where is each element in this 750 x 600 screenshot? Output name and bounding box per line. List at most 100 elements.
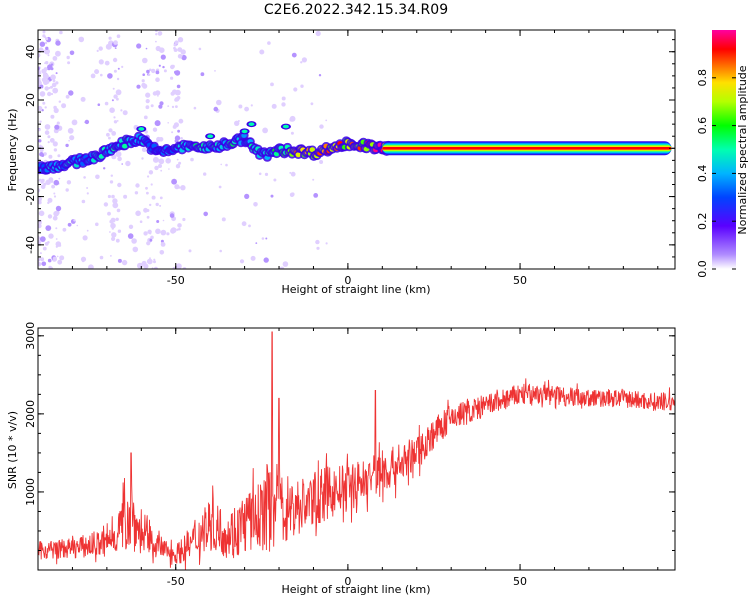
noise-speckle [290,131,294,135]
noise-speckle [47,197,53,203]
noise-speckle [137,262,143,269]
noise-speckle [53,195,57,198]
noise-speckle [159,196,163,200]
noise-speckle [282,261,289,267]
noise-speckle [198,47,202,51]
spectrogram-noise [38,30,328,269]
noise-speckle [325,242,328,245]
noise-speckle [66,55,70,60]
colorbar-ticks: 0.0 0.2 0.4 0.6 0.8 [696,69,736,278]
noise-speckle [103,167,106,170]
noise-speckle [150,104,154,108]
noise-speckle [310,102,314,106]
colorbar-tick-label: 0.0 [696,260,709,278]
noise-speckle [142,73,145,76]
ridge-branch-core [138,127,145,131]
noise-speckle [244,106,250,112]
noise-speckle [153,266,158,269]
noise-speckle [113,40,118,45]
noise-speckle [44,62,46,64]
ridge-branch-core [282,124,289,129]
noise-speckle [50,85,53,89]
noise-speckle [143,115,148,120]
noise-speckle [160,169,163,172]
noise-speckle [248,224,251,228]
noise-speckle [115,89,122,96]
y-tick-label: 20 [24,93,37,107]
noise-speckle [175,105,178,108]
snr-series-line [38,331,675,570]
noise-speckle [263,257,269,263]
noise-speckle [111,99,114,102]
noise-speckle [128,224,134,229]
noise-speckle [155,157,159,162]
noise-speckle [160,54,166,60]
noise-speckle [108,128,113,133]
steady-band [382,141,672,156]
noise-speckle [234,120,240,127]
noise-speckle [181,54,187,61]
noise-speckle [270,194,274,198]
noise-speckle [48,154,53,159]
noise-speckle [55,205,62,212]
noise-speckle [55,40,61,46]
noise-speckle [38,69,41,75]
noise-speckle [156,136,161,142]
noise-speckle [149,238,153,242]
noise-speckle [40,257,45,262]
noise-speckle [55,50,61,57]
noise-speckle [273,178,277,182]
noise-speckle [176,228,179,231]
noise-speckle [155,30,158,33]
noise-speckle [180,185,186,191]
noise-speckle [157,31,163,36]
noise-speckle [69,50,75,56]
noise-speckle [98,59,104,65]
noise-speckle [193,106,197,110]
noise-speckle [106,132,110,137]
noise-speckle [55,81,59,85]
noise-speckle [67,61,71,65]
noise-speckle [105,43,112,50]
noise-speckle [38,262,42,267]
noise-speckle [176,96,181,100]
noise-speckle [239,259,245,264]
noise-speckle [176,84,181,89]
noise-speckle [58,177,61,180]
noise-speckle [182,217,186,222]
noise-speckle [44,79,50,85]
noise-speckle [155,40,157,43]
noise-speckle [174,135,181,141]
noise-speckle [238,104,243,109]
noise-speckle [153,260,156,264]
noise-speckle [39,41,46,47]
noise-speckle [250,104,253,107]
snr-x-axis-label: Height of straight line (km) [281,583,430,596]
noise-speckle [52,256,57,261]
noise-speckle [170,227,177,234]
x-tick-label: 0 [344,274,351,287]
y-tick-label: 0 [24,145,37,152]
noise-speckle [159,47,165,53]
snr-plot: -50 0 50 1000 2000 3000 Height of straight li… [6,322,676,596]
noise-speckle [54,217,57,219]
noise-speckle [67,127,74,134]
noise-speckle [41,153,45,157]
noise-speckle [38,200,42,205]
noise-speckle [61,103,67,109]
noise-speckle [113,116,116,119]
noise-speckle [76,224,79,227]
noise-speckle [38,105,43,112]
noise-speckle [281,102,286,107]
noise-speckle [289,171,292,174]
noise-speckle [44,242,49,246]
noise-speckle [300,84,304,88]
noise-speckle [112,57,118,63]
noise-speckle [86,229,89,232]
noise-speckle [104,60,110,66]
noise-speckle [43,67,48,71]
noise-speckle [81,199,86,204]
noise-speckle [173,43,177,47]
noise-speckle [218,185,222,189]
